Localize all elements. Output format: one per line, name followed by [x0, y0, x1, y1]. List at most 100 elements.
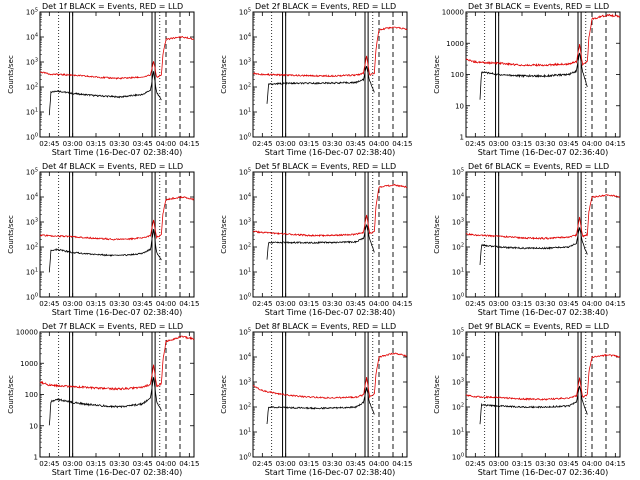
y-tick-label: 101 — [452, 428, 464, 437]
plot-frame — [465, 11, 621, 138]
x-tick-label: 03:15 — [86, 300, 106, 308]
detector-chart-1: Det 1f BLACK = Events, RED = LLD 100 101 10… — [7, 2, 199, 157]
y-axis-label: Counts/sec — [220, 375, 228, 414]
y-axis-label: Counts/sec — [433, 215, 441, 254]
x-tick-label: 02:45 — [465, 300, 485, 308]
x-tick-label: 03:00 — [489, 140, 509, 148]
plot-frame — [465, 331, 621, 458]
y-tick-label: 1 — [34, 454, 38, 462]
series-lld — [39, 335, 195, 391]
series-events — [479, 227, 588, 266]
x-tick-label: 03:15 — [512, 140, 532, 148]
y-tick-label: 104 — [239, 193, 251, 202]
x-tick-label: 04:00 — [369, 140, 389, 148]
x-tick-label: 04:00 — [582, 300, 602, 308]
x-axis-label: Start Time (16-Dec-07 02:36:40) — [478, 468, 609, 477]
series-events — [48, 377, 162, 426]
x-tick-label: 03:00 — [276, 300, 296, 308]
x-tick-label: 03:15 — [299, 300, 319, 308]
series-lld — [253, 183, 408, 238]
y-tick-label: 10 — [29, 422, 38, 430]
series-lld — [252, 26, 408, 78]
x-tick-label: 03:30 — [109, 300, 129, 308]
y-tick-label: 103 — [239, 218, 251, 227]
x-axis-label: Start Time (16-Dec-07 02:38:40) — [265, 148, 396, 157]
chart-title: Det 3f BLACK = Events, RED = LLD — [468, 2, 609, 11]
chart-title: Det 6f BLACK = Events, RED = LLD — [468, 162, 609, 171]
series-events — [48, 71, 162, 116]
chart-title: Det 2f BLACK = Events, RED = LLD — [255, 2, 396, 11]
y-tick-label: 102 — [26, 243, 38, 252]
detector-chart-9: Det 9f BLACK = Events, RED = LLD 100 101 10… — [433, 322, 625, 477]
y-tick-label: 100 — [26, 133, 38, 142]
x-tick-label: 04:15 — [605, 300, 625, 308]
y-tick-label: 1000 — [20, 360, 38, 368]
x-axis-label: Start Time (16-Dec-07 02:38:40) — [265, 308, 396, 317]
y-tick-label: 10000 — [16, 329, 38, 337]
chart-title: Det 7f BLACK = Events, RED = LLD — [42, 322, 183, 331]
y-tick-label: 100 — [26, 293, 38, 302]
x-tick-label: 04:15 — [605, 140, 625, 148]
series-events — [266, 65, 375, 104]
plot-frame — [252, 331, 408, 458]
y-tick-label: 103 — [239, 378, 251, 387]
x-tick-label: 02:45 — [252, 140, 272, 148]
y-axis-label: Counts/sec — [7, 215, 15, 254]
plot-frame — [39, 171, 195, 298]
y-tick-label: 103 — [26, 58, 38, 67]
x-tick-label: 02:45 — [465, 460, 485, 468]
x-tick-label: 03:30 — [535, 460, 555, 468]
y-tick-label: 100 — [239, 453, 251, 462]
plot-frame — [39, 11, 195, 138]
x-tick-label: 03:30 — [322, 300, 342, 308]
y-tick-label: 104 — [239, 353, 251, 362]
series-lld — [39, 195, 195, 241]
detector-chart-4: Det 4f BLACK = Events, RED = LLD 100 101 10… — [7, 162, 199, 317]
x-tick-label: 03:30 — [535, 300, 555, 308]
x-tick-label: 03:45 — [133, 300, 153, 308]
x-tick-label: 03:30 — [322, 140, 342, 148]
detector-chart-7: Det 7f BLACK = Events, RED = LLD 1 10 100 10… — [7, 322, 199, 477]
x-tick-label: 04:15 — [179, 300, 199, 308]
series-events — [479, 385, 588, 425]
x-axis-label: Start Time (16-Dec-07 02:38:40) — [478, 308, 609, 317]
y-tick-label: 1000 — [446, 40, 464, 48]
y-tick-label: 103 — [26, 218, 38, 227]
y-tick-label: 100 — [25, 391, 38, 399]
y-tick-label: 105 — [26, 168, 38, 177]
x-tick-label: 03:45 — [559, 140, 579, 148]
y-tick-label: 103 — [452, 218, 464, 227]
y-axis-label: Counts/sec — [7, 375, 15, 414]
series-events — [266, 223, 375, 260]
x-tick-label: 04:00 — [156, 140, 176, 148]
y-tick-label: 101 — [239, 108, 251, 117]
detector-chart-6: Det 6f BLACK = Events, RED = LLD 100 101 10… — [433, 162, 625, 317]
x-tick-label: 03:00 — [489, 460, 509, 468]
x-tick-label: 02:45 — [39, 300, 59, 308]
x-tick-label: 03:45 — [346, 300, 366, 308]
x-tick-label: 03:45 — [346, 140, 366, 148]
x-tick-label: 02:45 — [39, 460, 59, 468]
detector-chart-5: Det 5f BLACK = Events, RED = LLD 100 101 10… — [220, 162, 412, 317]
plot-frame — [39, 331, 195, 458]
chart-title: Det 5f BLACK = Events, RED = LLD — [255, 162, 396, 171]
x-tick-label: 03:45 — [559, 460, 579, 468]
y-tick-label: 102 — [452, 243, 464, 252]
x-axis-label: Start Time (16-Dec-07 02:38:40) — [52, 308, 183, 317]
x-tick-label: 03:00 — [63, 140, 83, 148]
y-tick-label: 100 — [452, 293, 464, 302]
x-tick-label: 03:00 — [489, 300, 509, 308]
x-tick-label: 04:00 — [369, 300, 389, 308]
detector-chart-8: Det 8f BLACK = Events, RED = LLD 100 101 10… — [220, 322, 412, 477]
y-axis-label: Counts/sec — [7, 55, 15, 94]
x-tick-label: 03:15 — [512, 460, 532, 468]
series-lld — [465, 13, 621, 67]
x-tick-label: 03:00 — [63, 300, 83, 308]
y-tick-label: 100 — [451, 71, 464, 79]
x-tick-label: 03:15 — [86, 140, 106, 148]
chart-title: Det 8f BLACK = Events, RED = LLD — [255, 322, 396, 331]
x-tick-label: 04:00 — [369, 460, 389, 468]
x-tick-label: 04:15 — [392, 460, 412, 468]
x-tick-label: 04:15 — [179, 140, 199, 148]
y-tick-label: 105 — [452, 168, 464, 177]
